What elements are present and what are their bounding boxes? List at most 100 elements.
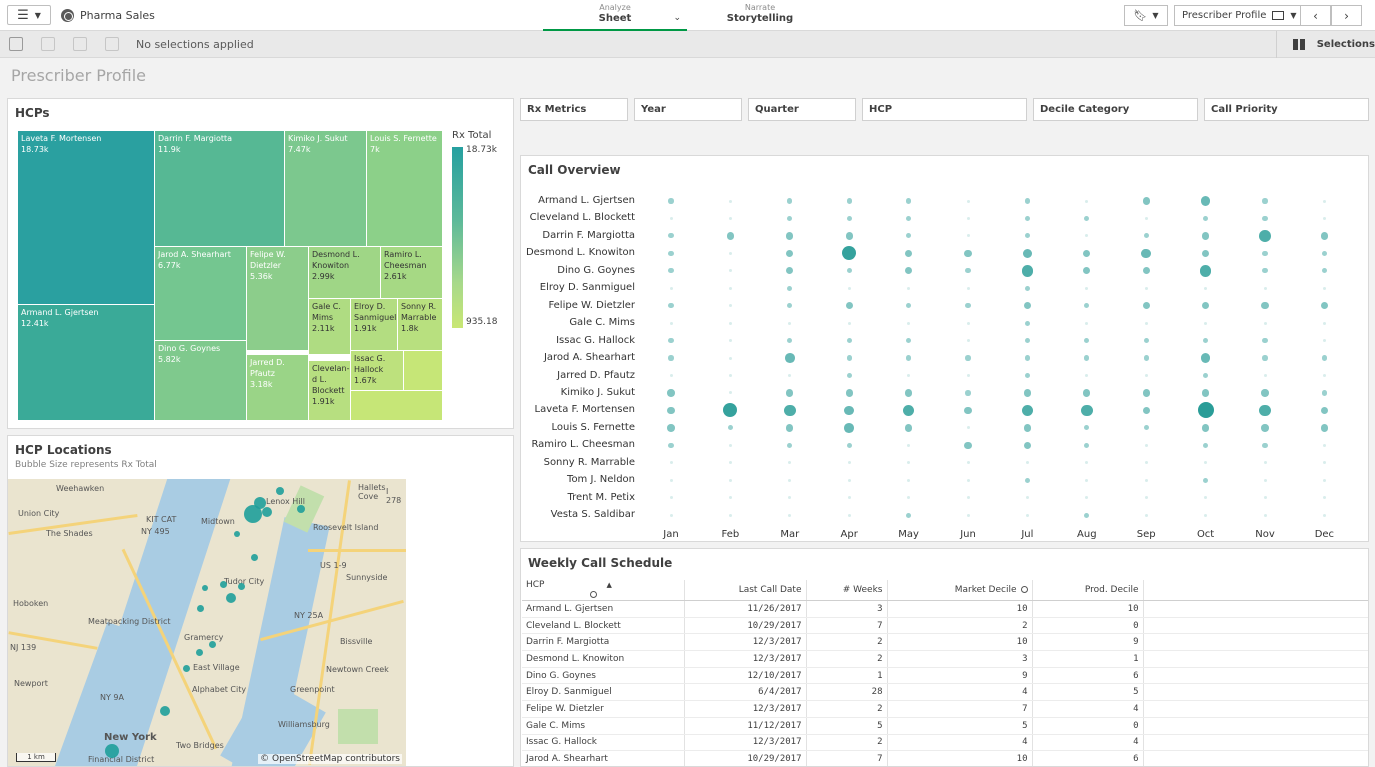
call-dot[interactable] (1084, 338, 1090, 344)
call-dot[interactable] (846, 442, 852, 448)
col-weeks[interactable]: # Weeks (806, 580, 888, 601)
call-dot[interactable] (1084, 512, 1090, 518)
call-dot[interactable] (787, 215, 793, 222)
call-dot[interactable] (966, 216, 970, 220)
call-dot[interactable] (846, 215, 852, 222)
filter-rx-metrics[interactable]: Rx Metrics (520, 98, 628, 121)
call-dot[interactable] (1144, 321, 1148, 325)
location-marker[interactable] (234, 531, 240, 537)
call-dot[interactable] (1025, 513, 1029, 517)
call-dot[interactable] (1203, 215, 1209, 222)
cell-hcp[interactable]: Desmond L. Knowiton (522, 650, 685, 668)
call-dot[interactable] (1024, 320, 1030, 326)
call-dot[interactable] (668, 442, 674, 448)
call-dot[interactable] (1085, 234, 1089, 238)
call-dot[interactable] (669, 321, 673, 325)
sort-ascending-icon[interactable]: ▲ (606, 581, 612, 589)
table-row[interactable]: Issac G. Hallock 12/3/2017 2 4 4 (522, 734, 1368, 752)
treemap-tile[interactable]: Jarod A. Shearhart 6.77k (155, 247, 247, 341)
treemap-tile[interactable]: Elroy D. Sanmiguel 1.91k (351, 299, 398, 351)
call-dot[interactable] (1144, 513, 1148, 517)
call-dot[interactable] (1322, 339, 1326, 343)
call-dot[interactable] (728, 251, 732, 255)
table-row[interactable]: Darrin F. Margiotta 12/3/2017 2 10 9 (522, 633, 1368, 652)
call-dot[interactable] (1201, 249, 1210, 258)
call-dot[interactable] (1204, 461, 1208, 465)
call-dot[interactable] (1025, 461, 1029, 465)
call-dot[interactable] (1263, 321, 1267, 325)
location-marker[interactable] (202, 585, 208, 591)
call-dot[interactable] (669, 513, 673, 517)
call-dot[interactable] (1263, 478, 1267, 482)
location-marker[interactable] (196, 649, 203, 656)
call-dot[interactable] (847, 321, 851, 325)
call-dot[interactable] (728, 286, 732, 290)
call-dot[interactable] (787, 338, 793, 344)
cell-hcp[interactable]: Darrin F. Margiotta (522, 633, 685, 652)
previous-sheet-button[interactable]: ‹ (1300, 5, 1331, 26)
call-dot[interactable] (787, 442, 793, 448)
table-row[interactable]: Armand L. Gjertsen 11/26/2017 3 10 10 (522, 600, 1368, 618)
call-dot[interactable] (788, 461, 792, 465)
treemap-tile[interactable]: Gale C. Mims 2.11k (309, 299, 351, 355)
call-dot[interactable] (1144, 478, 1148, 482)
next-sheet-button[interactable]: › (1331, 5, 1362, 26)
call-dot[interactable] (786, 232, 794, 240)
call-dot[interactable] (847, 478, 851, 482)
search-icon[interactable] (1020, 586, 1028, 593)
call-dot[interactable] (966, 461, 970, 465)
call-dot[interactable] (786, 267, 794, 275)
call-dot[interactable] (728, 216, 732, 220)
cell-hcp[interactable]: Elroy D. Sanmiguel (522, 683, 685, 702)
call-dot[interactable] (1024, 338, 1030, 344)
call-dot[interactable] (847, 461, 851, 465)
call-dot[interactable] (728, 304, 732, 308)
call-dot[interactable] (847, 496, 851, 500)
bookmark-button[interactable]: 🔖︎ ▼ (1124, 5, 1168, 26)
call-dot[interactable] (788, 478, 792, 482)
filter-quarter[interactable]: Quarter (748, 98, 856, 121)
call-dot[interactable] (1203, 372, 1209, 379)
location-marker[interactable] (238, 583, 245, 590)
call-dot[interactable] (785, 353, 795, 363)
call-dot[interactable] (728, 356, 732, 360)
treemap-tile-small[interactable] (351, 391, 443, 421)
location-marker[interactable] (254, 497, 266, 509)
call-dot[interactable] (846, 268, 852, 274)
call-dot[interactable] (966, 339, 970, 343)
call-dot[interactable] (1263, 496, 1267, 500)
call-dot[interactable] (966, 234, 970, 238)
call-dot[interactable] (1024, 215, 1030, 222)
call-dot[interactable] (1200, 196, 1211, 206)
call-dot[interactable] (844, 405, 854, 416)
treemap-tile[interactable]: Darrin F. Margiotta 11.9k (155, 131, 285, 247)
call-dot[interactable] (1261, 389, 1269, 397)
table-row[interactable]: Elroy D. Sanmiguel 6/4/2017 28 4 5 (522, 683, 1368, 702)
call-dot[interactable] (906, 303, 912, 309)
call-dot[interactable] (668, 303, 674, 309)
call-dot[interactable] (668, 338, 674, 344)
call-dot[interactable] (1085, 461, 1089, 465)
treemap-tile[interactable]: Clevelan-d L. Blockett 1.91k (309, 361, 351, 421)
call-dot[interactable] (788, 496, 792, 500)
call-dot[interactable] (1023, 441, 1032, 449)
call-dot[interactable] (1085, 286, 1089, 290)
call-dot[interactable] (1259, 230, 1271, 242)
call-dot[interactable] (728, 269, 732, 273)
call-dot[interactable] (1142, 197, 1150, 205)
call-dot[interactable] (1322, 513, 1326, 517)
call-dot[interactable] (1142, 267, 1150, 275)
location-marker[interactable] (244, 505, 262, 523)
smart-search-icon[interactable] (9, 37, 23, 51)
map[interactable]: Weehawken Union City The Shades Midtown … (8, 479, 406, 766)
call-dot[interactable] (783, 404, 796, 417)
call-dot[interactable] (966, 478, 970, 482)
location-marker[interactable] (276, 487, 284, 495)
call-dot[interactable] (1084, 355, 1090, 361)
call-dot[interactable] (1080, 404, 1093, 417)
filter-year[interactable]: Year (634, 98, 742, 121)
call-dot[interactable] (1204, 496, 1208, 500)
call-dot[interactable] (1085, 321, 1089, 325)
call-dot[interactable] (906, 512, 912, 518)
cell-hcp[interactable]: Jarod A. Shearhart (522, 750, 685, 766)
